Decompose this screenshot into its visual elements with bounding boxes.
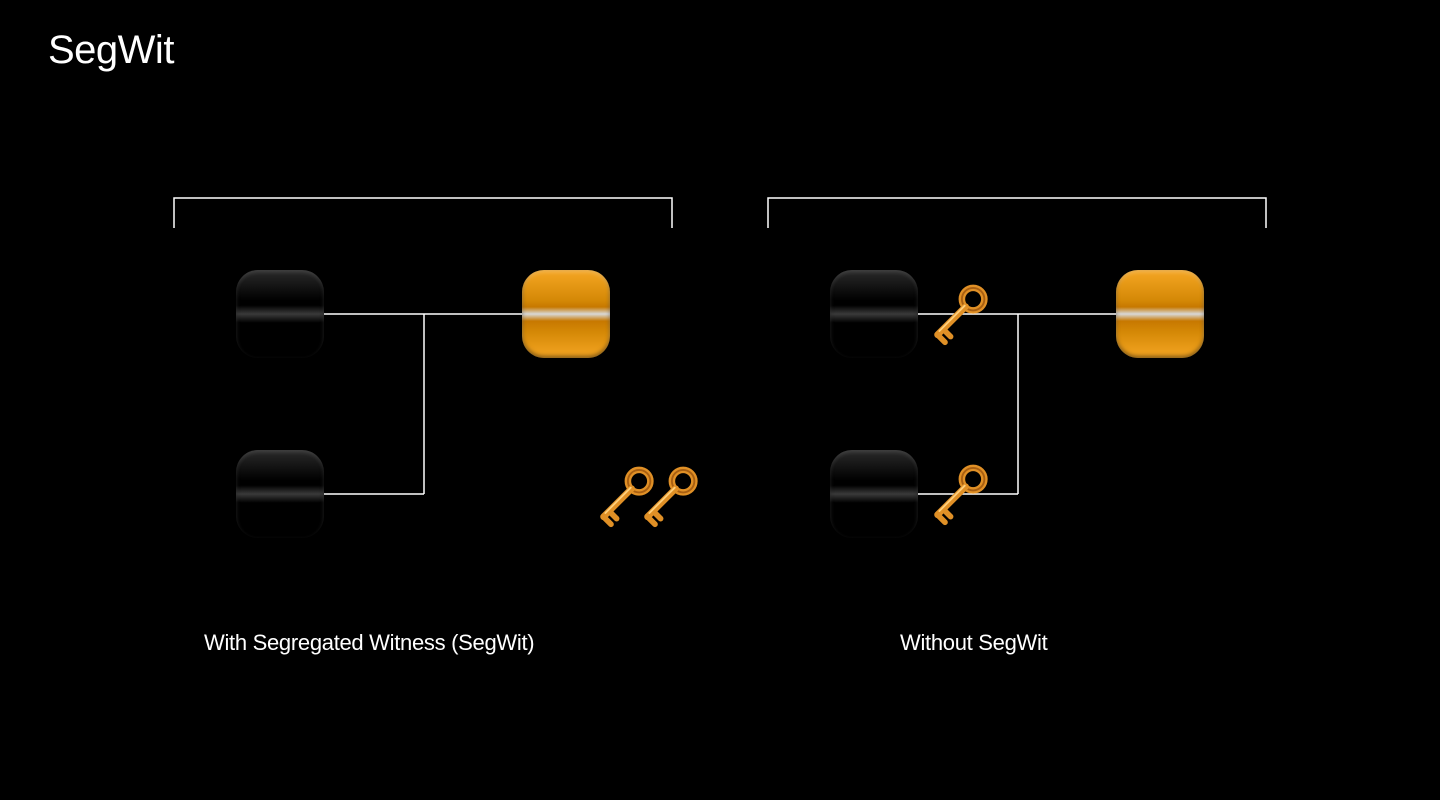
output-node <box>522 270 610 358</box>
caption-with-segwit: With Segregated Witness (SegWit) <box>204 630 534 656</box>
input-node <box>830 270 918 358</box>
key-icon <box>604 470 651 524</box>
diagram-lines <box>0 0 1440 800</box>
input-node <box>236 450 324 538</box>
page-title: SegWit <box>48 28 174 73</box>
caption-without-segwit: Without SegWit <box>900 630 1047 656</box>
input-node <box>236 270 324 358</box>
output-node <box>1116 270 1204 358</box>
key-icon <box>938 468 985 522</box>
input-node <box>830 450 918 538</box>
key-icon <box>938 288 985 342</box>
key-icon <box>648 470 695 524</box>
